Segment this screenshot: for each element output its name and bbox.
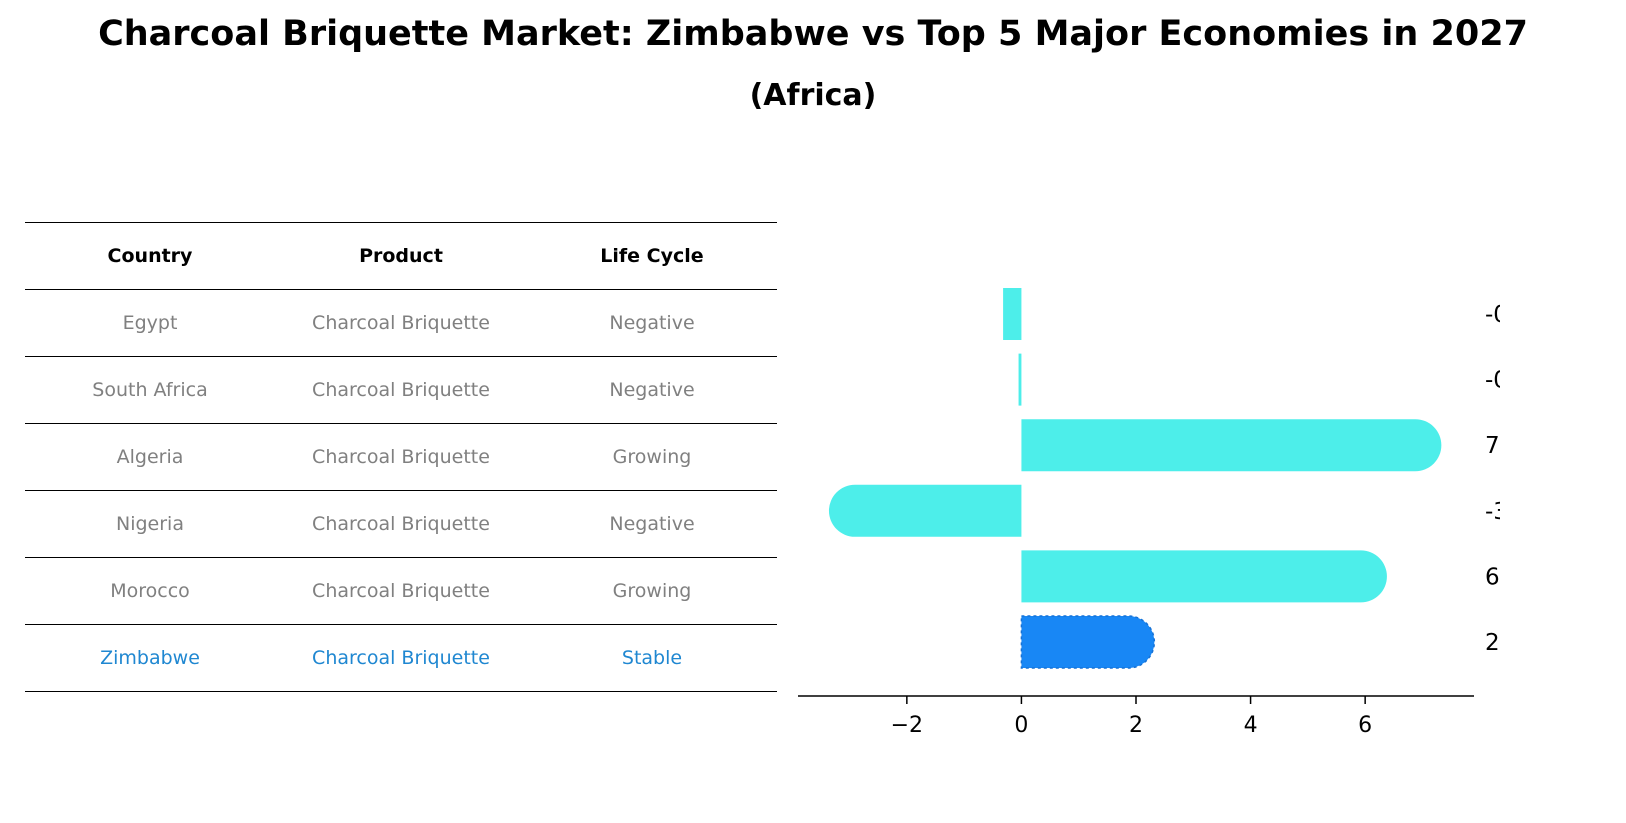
cell-life-cycle: Negative <box>527 490 777 558</box>
cell-country: Morocco <box>25 557 275 625</box>
x-tick-label: 6 <box>1358 713 1372 738</box>
cell-country: South Africa <box>25 356 275 424</box>
cell-life-cycle: Negative <box>527 356 777 424</box>
value-label: -3.36% <box>1485 499 1500 525</box>
x-tick-label: −2 <box>891 713 923 738</box>
table-row: Algeria Charcoal Briquette Growing <box>25 423 777 491</box>
header-product: Product <box>275 222 527 290</box>
table-row: Nigeria Charcoal Briquette Negative <box>25 490 777 558</box>
bar-morocco <box>1021 550 1387 603</box>
x-tick-label: 0 <box>1014 713 1028 738</box>
bar-algeria <box>1021 419 1442 472</box>
cell-product: Charcoal Briquette <box>275 356 527 424</box>
value-label: 7.33% <box>1485 433 1500 459</box>
cell-product: Charcoal Briquette <box>275 557 527 625</box>
cell-life-cycle: Stable <box>527 624 777 692</box>
cell-product: Charcoal Briquette <box>275 423 527 491</box>
market-table: Country Product Life Cycle Egypt Charcoa… <box>25 222 777 692</box>
bar-south-africa <box>1018 353 1022 406</box>
value-label: -0.32% <box>1485 302 1500 328</box>
cell-life-cycle: Growing <box>527 423 777 491</box>
table-header-row: Country Product Life Cycle <box>25 222 777 290</box>
bar-zimbabwe <box>1020 615 1156 669</box>
cell-product: Charcoal Briquette <box>275 490 527 558</box>
bar-nigeria <box>828 484 1022 537</box>
cell-life-cycle: Growing <box>527 557 777 625</box>
cell-country: Algeria <box>25 423 275 491</box>
table-row: Egypt Charcoal Briquette Negative <box>25 289 777 357</box>
cell-country: Zimbabwe <box>25 624 275 692</box>
header-life-cycle: Life Cycle <box>527 222 777 290</box>
x-tick-label: 2 <box>1129 713 1143 738</box>
value-label: -0.05% <box>1485 368 1500 394</box>
value-label: 2.32% <box>1485 630 1500 656</box>
cell-country: Nigeria <box>25 490 275 558</box>
cell-product: Charcoal Briquette <box>275 624 527 692</box>
page-title: Charcoal Briquette Market: Zimbabwe vs T… <box>98 14 1528 54</box>
header-country: Country <box>25 222 275 290</box>
cell-product: Charcoal Briquette <box>275 289 527 357</box>
value-label: 6.38% <box>1485 564 1500 590</box>
cell-country: Egypt <box>25 289 275 357</box>
page-subtitle: (Africa) <box>749 78 877 113</box>
table-row: South Africa Charcoal Briquette Negative <box>25 356 777 424</box>
bar-egypt <box>1003 288 1022 340</box>
x-tick-label: 4 <box>1244 713 1258 738</box>
bar-chart: -0.32% -0.05% 7.33% -3.36% 6.38% 2.32% −2 0 2 4 6 <box>798 288 1500 738</box>
cell-life-cycle: Negative <box>527 289 777 357</box>
table-row-highlight: Zimbabwe Charcoal Briquette Stable <box>25 624 777 692</box>
table-row: Morocco Charcoal Briquette Growing <box>25 557 777 625</box>
